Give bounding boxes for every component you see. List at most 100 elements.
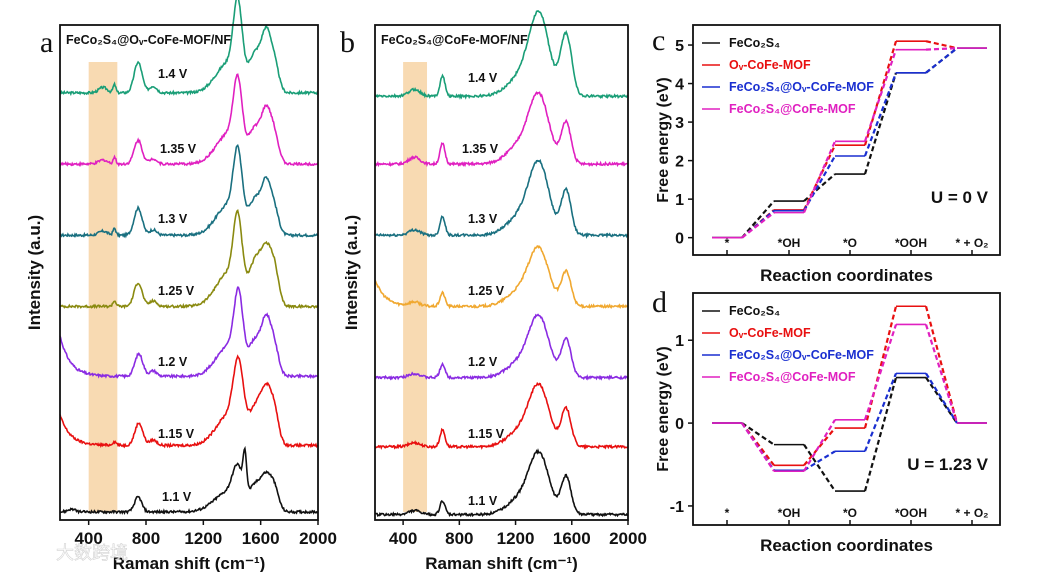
energy-connector: [803, 173, 836, 202]
watermark-logo-icon: [10, 542, 30, 562]
potential-annotation: U = 1.23 V: [907, 455, 988, 474]
panel-c: c 0 1 2 3 4 5 * *OH *O *OOH * + O₂ FeCo₂S₄ Oᵥ-CoFe-MO…: [652, 24, 1001, 285]
panel-a: a 1.4 V 1.35 V 1.3 V 1.25 V 1.2 V 1.15 V 1.1 V F…: [25, 0, 337, 572]
spectrum-voltage-label: 1.15 V: [468, 427, 505, 441]
category-label: *OH: [778, 236, 801, 250]
energy-connector: [802, 140, 837, 214]
category-label: *OOH: [895, 236, 927, 250]
legend-label: FeCo₂S₄@CoFe-MOF: [729, 102, 856, 116]
x-tick-label: 2000: [609, 529, 647, 548]
spectrum-line-1.3v: [59, 144, 319, 239]
plot-frame: [692, 24, 1001, 256]
y-axis-title: Intensity (a.u.): [342, 215, 361, 330]
spectrum-line-1.1v: [374, 448, 629, 518]
spectrum-line-1.35v: [374, 91, 629, 168]
y-tick-label: 4: [675, 77, 684, 94]
energy-connector: [925, 40, 958, 50]
y-tick-label: 1: [675, 333, 684, 350]
y-tick-label: 1: [675, 192, 684, 209]
x-axis-title: Reaction coordinates: [760, 266, 933, 285]
category-label: *OH: [778, 506, 801, 520]
category-label: *: [725, 236, 730, 250]
spectrum-line-1.1v: [59, 445, 319, 516]
watermark-logo-icon: [40, 541, 52, 553]
plot-frame: [692, 292, 1001, 526]
category-label: * + O₂: [955, 506, 988, 520]
y-tick-label: 2: [675, 154, 684, 171]
y-tick-label: -1: [670, 499, 684, 516]
spectrum-voltage-label: 1.15 V: [158, 427, 195, 441]
energy-connector: [924, 305, 959, 424]
spectrum-line-1.25v: [374, 245, 629, 310]
energy-connector: [741, 422, 775, 446]
x-tick-label: 1200: [184, 529, 222, 548]
panel-letter: b: [340, 26, 355, 59]
spectrum-line-1.2v: [59, 286, 319, 380]
energy-series-0: [712, 47, 987, 239]
energy-connector: [925, 47, 958, 74]
legend-label: Oᵥ-CoFe-MOF: [729, 58, 811, 72]
legend-label: FeCo₂S₄@Oᵥ-CoFe-MOF: [729, 348, 874, 362]
plot-frame: [59, 24, 319, 521]
y-tick-label: 5: [675, 38, 684, 55]
watermark-logo-icon: [30, 541, 42, 553]
y-tick-label: 0: [675, 416, 684, 433]
energy-connector: [863, 305, 898, 429]
spectrum-line-1.4v: [374, 9, 629, 100]
spectrum-voltage-label: 1.1 V: [468, 494, 498, 508]
energy-connector: [925, 47, 958, 51]
panel-b: b 1.4 V 1.35 V 1.3 V 1.25 V 1.2 V 1.15 V 1.1 V F…: [340, 9, 647, 572]
energy-connector: [925, 376, 958, 424]
x-tick-label: 1600: [553, 529, 591, 548]
spectrum-voltage-label: 1.1 V: [162, 490, 192, 504]
y-tick-label: 3: [675, 115, 684, 132]
spectrum-voltage-label: 1.35 V: [160, 142, 197, 156]
energy-connector: [803, 419, 836, 472]
y-axis-title: Intensity (a.u.): [25, 215, 44, 330]
energy-connector: [863, 372, 898, 452]
x-tick-label: 400: [74, 529, 102, 548]
legend-label: FeCo₂S₄: [729, 36, 780, 50]
spectrum-voltage-label: 1.4 V: [158, 67, 188, 81]
spectrum-line-1.25v: [59, 209, 319, 310]
energy-series-3: [712, 47, 987, 239]
energy-connector: [741, 211, 775, 239]
panel-letter: d: [652, 286, 667, 319]
energy-connector: [863, 49, 898, 142]
legend-label: FeCo₂S₄@CoFe-MOF: [729, 370, 856, 384]
energy-connector: [803, 450, 836, 472]
potential-annotation: U = 0 V: [931, 188, 989, 207]
spectrum-voltage-label: 1.25 V: [158, 284, 195, 298]
y-axis-title: Free energy (eV): [655, 77, 672, 202]
energy-connector: [863, 377, 898, 492]
x-tick-label: 1200: [497, 529, 535, 548]
highlight-band: [403, 62, 428, 512]
y-axis-title: Free energy (eV): [655, 346, 672, 471]
panel-letter: c: [652, 24, 665, 57]
x-tick-label: 2000: [299, 529, 337, 548]
energy-connector: [863, 324, 898, 421]
spectrum-voltage-label: 1.35 V: [462, 142, 499, 156]
spectrum-line-1.15v: [59, 354, 319, 449]
highlight-band: [88, 62, 118, 512]
energy-connector: [924, 324, 959, 424]
x-axis-title: Raman shift (cm⁻¹): [113, 554, 266, 572]
energy-connector: [863, 72, 898, 175]
spectrum-voltage-label: 1.25 V: [468, 284, 505, 298]
spectrum-line-1.15v: [374, 381, 629, 450]
y-tick-label: 0: [675, 231, 684, 248]
category-label: *OOH: [895, 506, 927, 520]
energy-connector: [741, 422, 775, 472]
energy-connector: [741, 200, 775, 239]
energy-connector: [863, 40, 898, 146]
spectrum-line-1.4v: [59, 0, 319, 97]
spectrum-line-1.2v: [374, 313, 629, 381]
category-label: * + O₂: [955, 236, 988, 250]
x-tick-label: 400: [389, 529, 417, 548]
panel-letter: a: [40, 26, 53, 59]
energy-connector: [863, 72, 898, 157]
x-tick-label: 800: [445, 529, 473, 548]
panel-title: FeCo₂S₄@Oᵥ-CoFe-MOF/NF: [66, 33, 231, 47]
category-label: *O: [843, 236, 857, 250]
